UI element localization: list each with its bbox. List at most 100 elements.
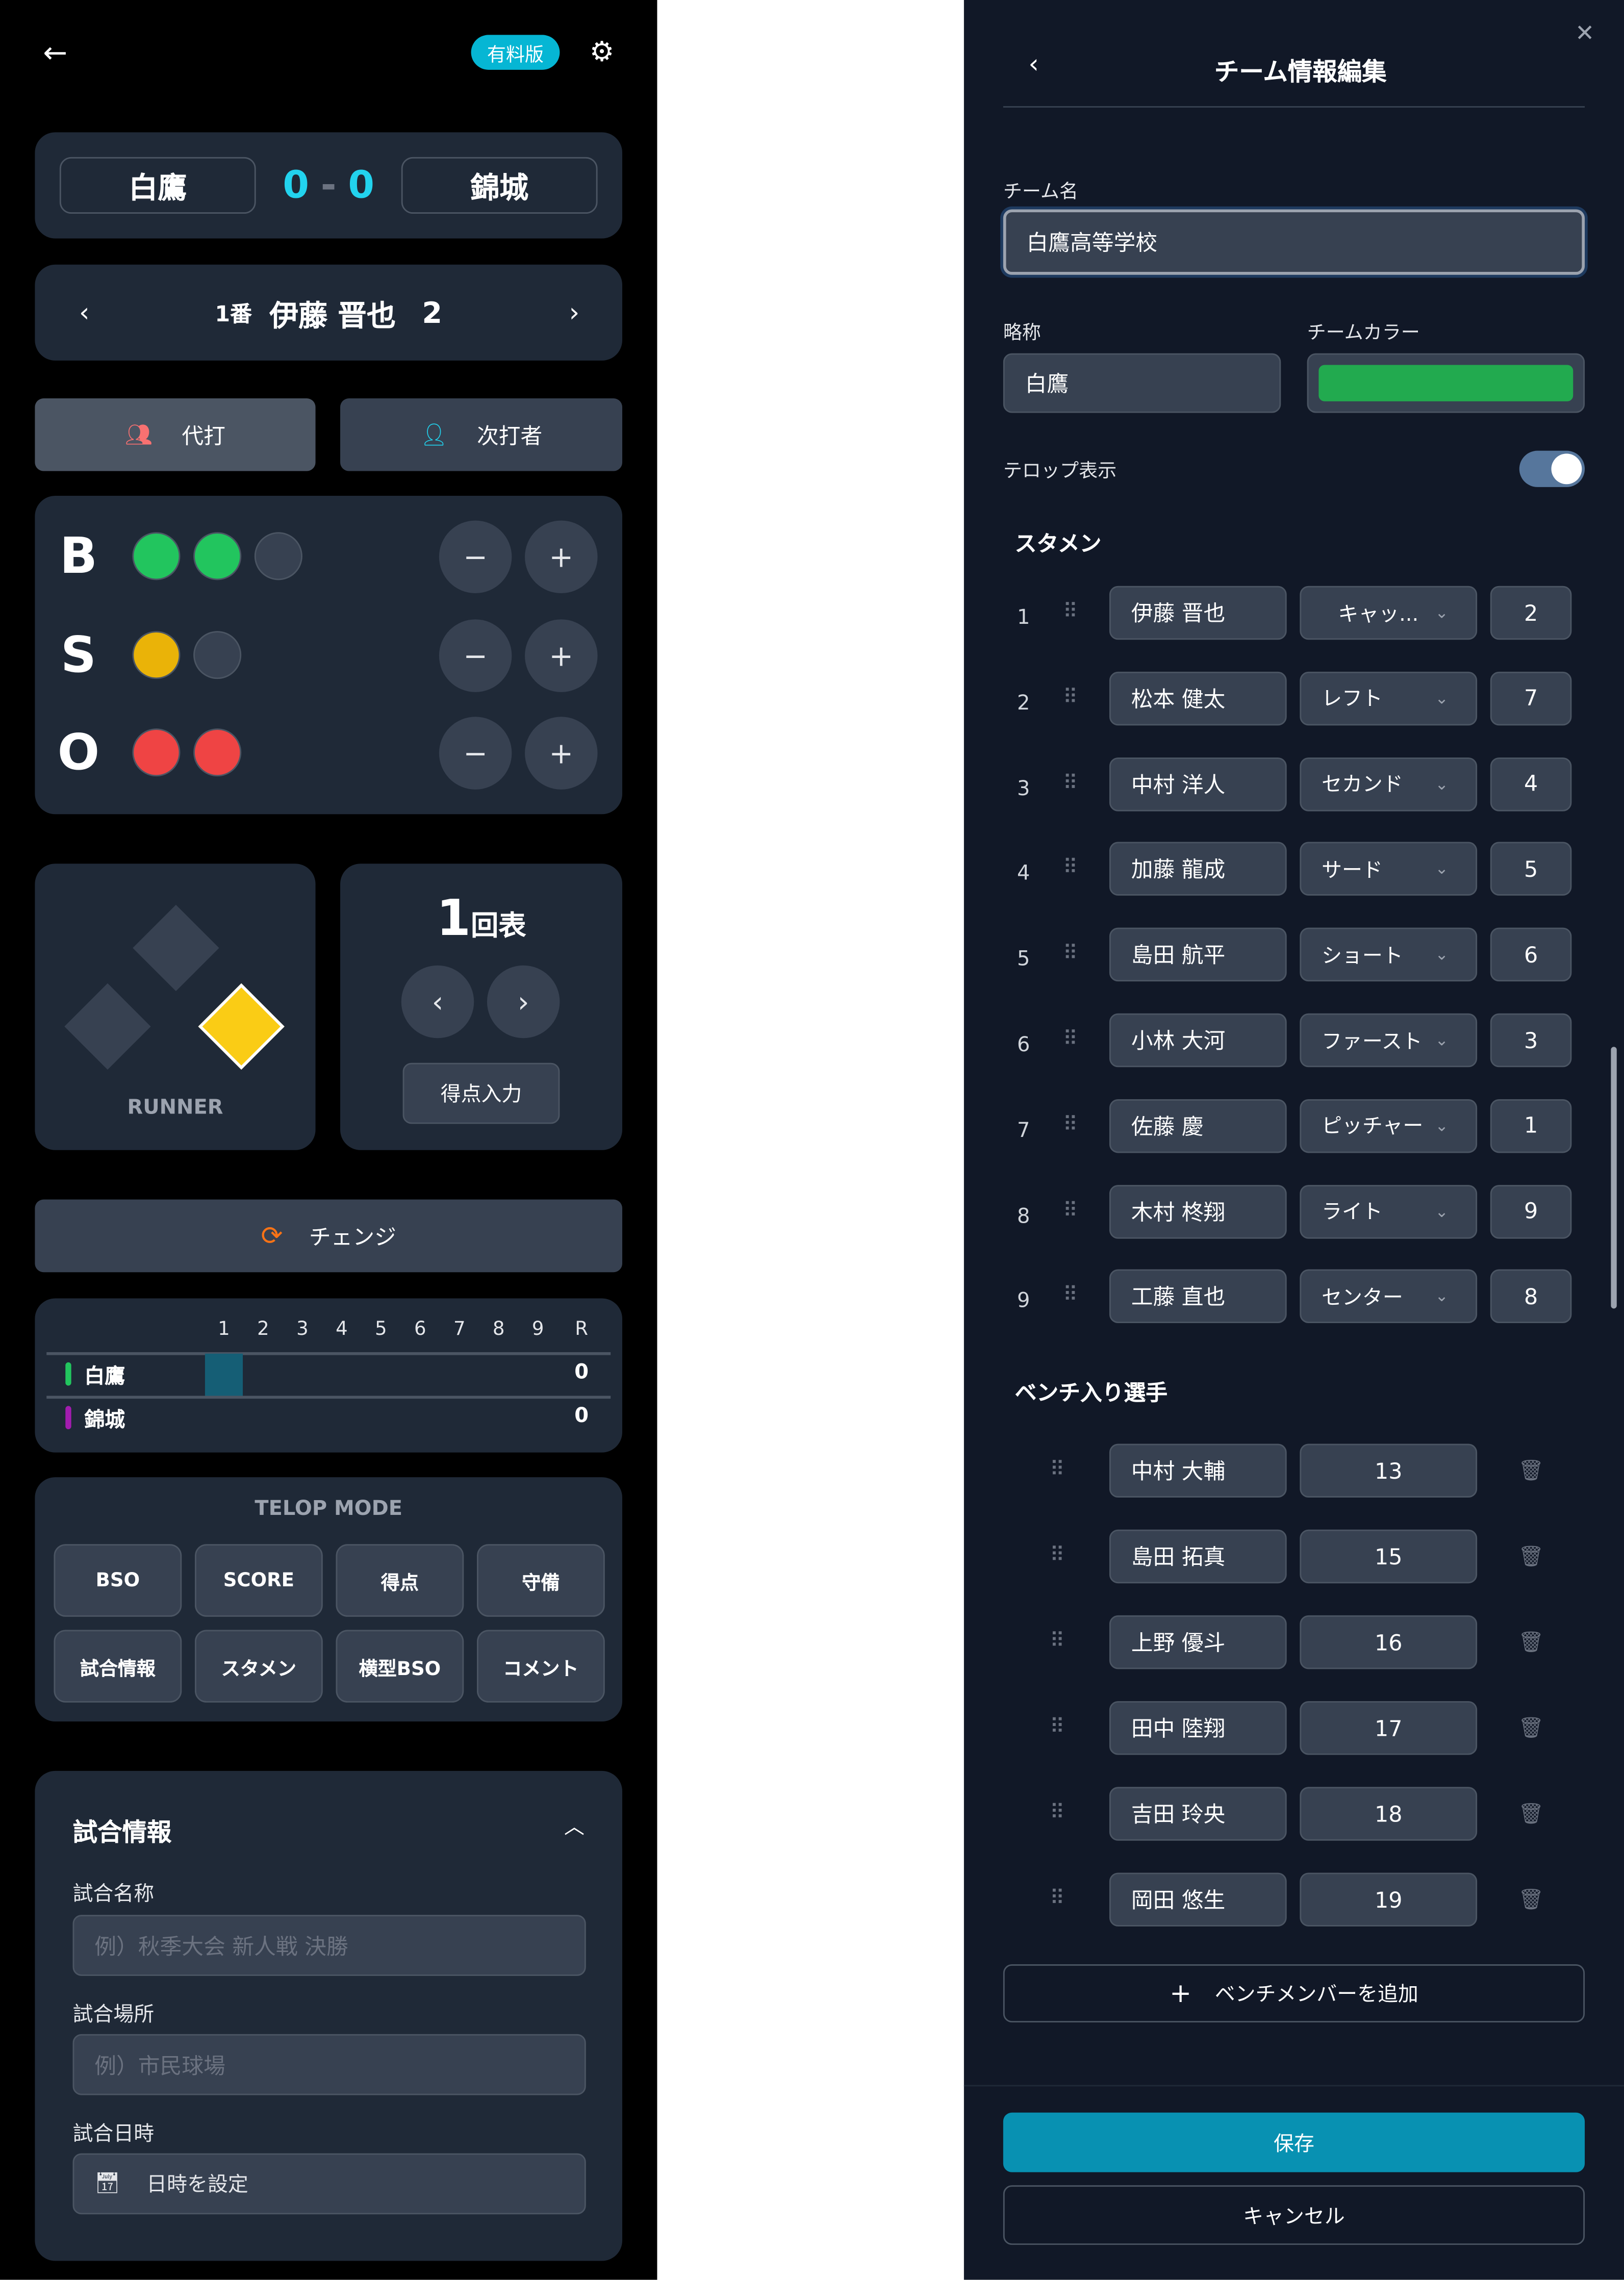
bench-name-input[interactable]: 中村 大輔 xyxy=(1109,1443,1287,1498)
position-select[interactable]: キャッ... ⌄ xyxy=(1300,586,1478,640)
drag-handle-icon[interactable]: ⠿ xyxy=(1062,1284,1079,1308)
bench-name-input[interactable]: 吉田 玲央 xyxy=(1109,1787,1287,1841)
team-color-picker[interactable] xyxy=(1307,353,1585,413)
uniform-number-input[interactable]: 1 xyxy=(1490,1099,1572,1153)
next-batter-button[interactable]: 👤︎ 次打者 xyxy=(340,398,623,471)
next-inning-button[interactable]: › xyxy=(487,965,560,1038)
save-button[interactable]: 保存 xyxy=(1003,2112,1585,2172)
telop-button[interactable]: 試合情報 xyxy=(54,1630,182,1703)
bench-name-input[interactable]: 田中 陸翔 xyxy=(1109,1701,1287,1755)
next-batter-chevron-icon[interactable]: › xyxy=(569,297,580,328)
player-name-input[interactable]: 工藤 直也 xyxy=(1109,1270,1287,1324)
drag-handle-icon[interactable]: ⠿ xyxy=(1050,1544,1067,1567)
strike-plus-button[interactable]: + xyxy=(525,618,598,692)
game-date-button[interactable]: 📅︎ 日時を設定 xyxy=(72,2153,586,2215)
telop-display-toggle[interactable] xyxy=(1519,450,1585,487)
trash-icon[interactable]: 🗑︎ xyxy=(1518,1717,1544,1741)
telop-button[interactable]: BSO xyxy=(54,1544,182,1617)
back-chevron-icon[interactable]: ‹ xyxy=(1028,48,1039,80)
trash-icon[interactable]: 🗑︎ xyxy=(1518,1631,1544,1655)
trash-icon[interactable]: 🗑︎ xyxy=(1518,1459,1544,1483)
position-select[interactable]: センター ⌄ xyxy=(1300,1270,1478,1324)
uniform-number-input[interactable]: 9 xyxy=(1490,1184,1572,1238)
drag-handle-icon[interactable]: ⠿ xyxy=(1062,1028,1079,1051)
drag-handle-icon[interactable]: ⠿ xyxy=(1062,857,1079,880)
position-select[interactable]: ファースト ⌄ xyxy=(1300,1013,1478,1068)
uniform-number-input[interactable]: 2 xyxy=(1490,586,1572,640)
bench-name-input[interactable]: 岡田 悠生 xyxy=(1109,1872,1287,1927)
telop-button[interactable]: 得点 xyxy=(336,1544,464,1617)
player-name-input[interactable]: 佐藤 慶 xyxy=(1109,1099,1287,1153)
telop-button[interactable]: SCORE xyxy=(194,1544,323,1617)
position-select[interactable]: ライト ⌄ xyxy=(1300,1184,1478,1238)
out-plus-button[interactable]: + xyxy=(525,717,598,790)
telop-button[interactable]: スタメン xyxy=(194,1630,323,1703)
back-arrow-icon[interactable]: ← xyxy=(43,35,68,70)
abbr-input[interactable]: 白鷹 xyxy=(1003,353,1281,413)
player-name-input[interactable]: 中村 洋人 xyxy=(1109,756,1287,811)
trash-icon[interactable]: 🗑︎ xyxy=(1518,1546,1544,1569)
bench-number-input[interactable]: 13 xyxy=(1300,1443,1478,1498)
close-icon[interactable]: ✕ xyxy=(1575,18,1595,46)
bench-number-input[interactable]: 16 xyxy=(1300,1615,1478,1669)
uniform-number-input[interactable]: 7 xyxy=(1490,671,1572,725)
uniform-number-input[interactable]: 6 xyxy=(1490,928,1572,982)
position-select[interactable]: ショート ⌄ xyxy=(1300,928,1478,982)
drag-handle-icon[interactable]: ⠿ xyxy=(1050,1715,1067,1739)
drag-handle-icon[interactable]: ⠿ xyxy=(1062,1113,1079,1137)
uniform-number-input[interactable]: 8 xyxy=(1490,1270,1572,1324)
team-name-input[interactable]: 白鷹高等学校 xyxy=(1003,209,1585,275)
prev-batter-chevron-icon[interactable]: ‹ xyxy=(79,297,90,328)
position-select[interactable]: ピッチャー ⌄ xyxy=(1300,1099,1478,1153)
add-bench-member-button[interactable]: + ベンチメンバーを追加 xyxy=(1003,1964,1585,2023)
prev-inning-button[interactable]: ‹ xyxy=(401,965,474,1038)
cancel-button[interactable]: キャンセル xyxy=(1003,2185,1585,2245)
drag-handle-icon[interactable]: ⠿ xyxy=(1062,1199,1079,1223)
position-select[interactable]: サード ⌄ xyxy=(1300,842,1478,897)
out-minus-button[interactable]: − xyxy=(439,717,512,790)
drag-handle-icon[interactable]: ⠿ xyxy=(1050,1887,1067,1911)
telop-button[interactable]: 横型BSO xyxy=(336,1630,464,1703)
game-place-input[interactable]: 例）市民球場 xyxy=(72,2034,586,2095)
player-name-input[interactable]: 加藤 龍成 xyxy=(1109,842,1287,897)
drag-handle-icon[interactable]: ⠿ xyxy=(1050,1801,1067,1825)
bench-name-input[interactable]: 上野 優斗 xyxy=(1109,1615,1287,1669)
position-select[interactable]: レフト ⌄ xyxy=(1300,671,1478,725)
drag-handle-icon[interactable]: ⠿ xyxy=(1050,1630,1067,1654)
trash-icon[interactable]: 🗑︎ xyxy=(1518,1888,1544,1912)
pinch-hit-button[interactable]: 👥︎ 代打 xyxy=(35,398,316,471)
home-team-button[interactable]: 白鷹 xyxy=(59,157,256,214)
scrollbar[interactable] xyxy=(1611,1047,1617,1309)
bench-number-input[interactable]: 17 xyxy=(1300,1701,1478,1755)
bench-number-input[interactable]: 18 xyxy=(1300,1787,1478,1841)
uniform-number-input[interactable]: 4 xyxy=(1490,756,1572,811)
first-base[interactable] xyxy=(198,983,285,1070)
drag-handle-icon[interactable]: ⠿ xyxy=(1062,771,1079,795)
bench-number-input[interactable]: 15 xyxy=(1300,1529,1478,1584)
ball-plus-button[interactable]: + xyxy=(525,520,598,594)
player-name-input[interactable]: 島田 航平 xyxy=(1109,928,1287,982)
player-name-input[interactable]: 小林 大河 xyxy=(1109,1013,1287,1068)
game-name-input[interactable]: 例）秋季大会 新人戦 決勝 xyxy=(72,1915,586,1976)
position-select[interactable]: セカンド ⌄ xyxy=(1300,756,1478,811)
change-button[interactable]: ⟳ チェンジ xyxy=(35,1199,623,1273)
drag-handle-icon[interactable]: ⠿ xyxy=(1062,942,1079,966)
telop-button[interactable]: 守備 xyxy=(476,1544,605,1617)
player-name-input[interactable]: 木村 柊翔 xyxy=(1109,1184,1287,1238)
telop-button[interactable]: コメント xyxy=(476,1630,605,1703)
player-name-input[interactable]: 松本 健太 xyxy=(1109,671,1287,725)
uniform-number-input[interactable]: 5 xyxy=(1490,842,1572,897)
player-name-input[interactable]: 伊藤 晋也 xyxy=(1109,586,1287,640)
chevron-up-icon[interactable]: ︿ xyxy=(564,1816,585,1839)
third-base[interactable] xyxy=(64,983,151,1070)
drag-handle-icon[interactable]: ⠿ xyxy=(1050,1458,1067,1482)
uniform-number-input[interactable]: 3 xyxy=(1490,1013,1572,1068)
score-input-button[interactable]: 得点入力 xyxy=(402,1062,560,1124)
gear-icon[interactable]: ⚙ xyxy=(589,36,615,68)
trash-icon[interactable]: 🗑︎ xyxy=(1518,1803,1544,1827)
away-team-button[interactable]: 錦城 xyxy=(401,157,598,214)
drag-handle-icon[interactable]: ⠿ xyxy=(1062,600,1079,624)
second-base[interactable] xyxy=(133,904,219,992)
drag-handle-icon[interactable]: ⠿ xyxy=(1062,686,1079,710)
bench-name-input[interactable]: 島田 拓真 xyxy=(1109,1529,1287,1584)
